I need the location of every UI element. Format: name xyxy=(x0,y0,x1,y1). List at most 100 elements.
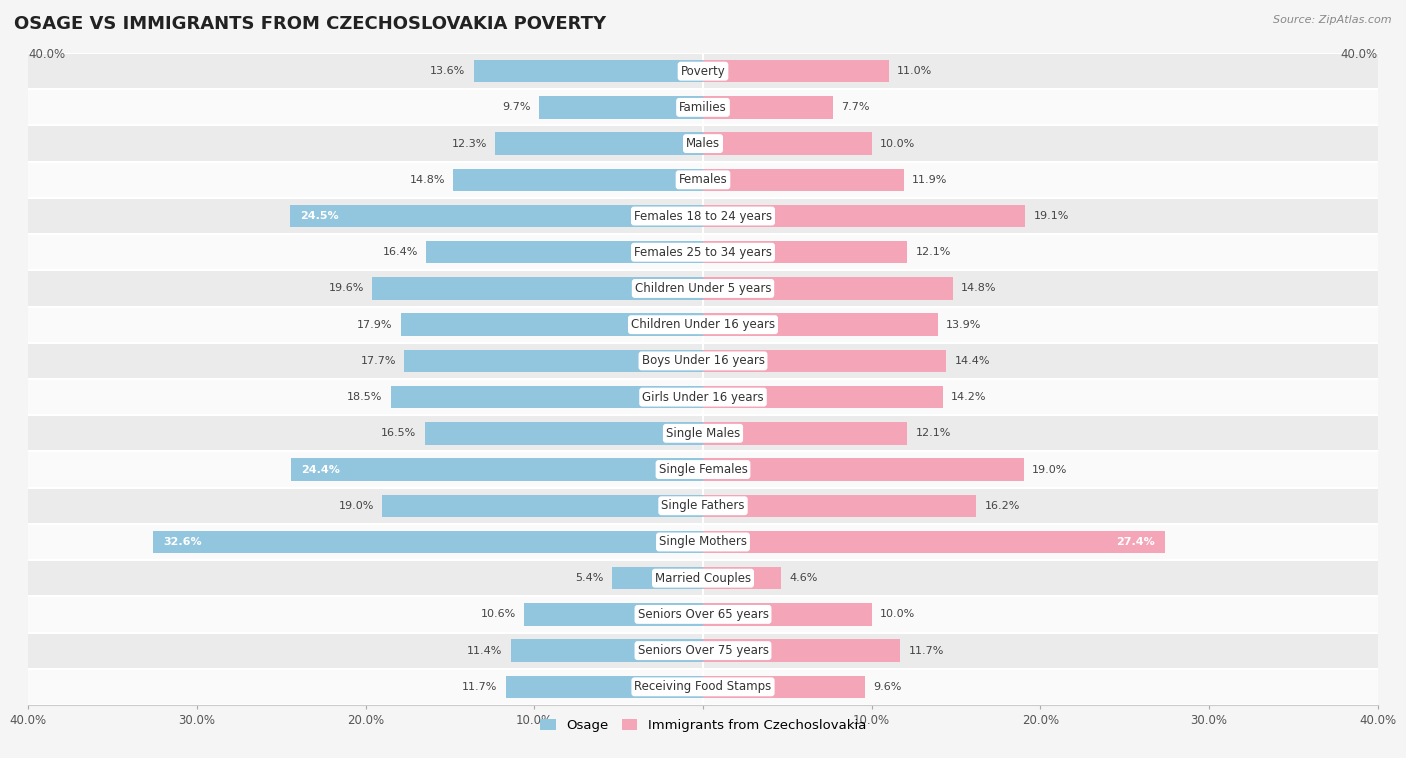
Text: OSAGE VS IMMIGRANTS FROM CZECHOSLOVAKIA POVERTY: OSAGE VS IMMIGRANTS FROM CZECHOSLOVAKIA … xyxy=(14,15,606,33)
Text: 11.0%: 11.0% xyxy=(897,66,932,76)
Text: Single Mothers: Single Mothers xyxy=(659,535,747,549)
Bar xyxy=(703,314,938,336)
Bar xyxy=(391,386,703,409)
Text: 7.7%: 7.7% xyxy=(841,102,870,112)
Bar xyxy=(703,205,1025,227)
Text: Source: ZipAtlas.com: Source: ZipAtlas.com xyxy=(1274,15,1392,25)
Text: Females 25 to 34 years: Females 25 to 34 years xyxy=(634,246,772,258)
Bar xyxy=(703,60,889,83)
Text: 11.9%: 11.9% xyxy=(912,175,948,185)
Text: Married Couples: Married Couples xyxy=(655,572,751,584)
Text: Females 18 to 24 years: Females 18 to 24 years xyxy=(634,209,772,223)
Bar xyxy=(401,314,703,336)
Text: 10.6%: 10.6% xyxy=(481,609,516,619)
Bar xyxy=(28,306,1378,343)
Text: 17.7%: 17.7% xyxy=(360,356,396,366)
Text: 24.4%: 24.4% xyxy=(301,465,340,475)
Text: 19.0%: 19.0% xyxy=(339,501,374,511)
Text: 12.1%: 12.1% xyxy=(915,428,950,438)
Bar xyxy=(28,560,1378,597)
Text: 14.8%: 14.8% xyxy=(409,175,444,185)
Bar xyxy=(28,89,1378,126)
Bar xyxy=(703,459,1024,481)
Bar xyxy=(425,422,703,444)
Text: Males: Males xyxy=(686,137,720,150)
Bar xyxy=(28,161,1378,198)
Text: 9.6%: 9.6% xyxy=(873,682,901,692)
Bar xyxy=(510,640,703,662)
Text: 9.7%: 9.7% xyxy=(502,102,531,112)
Bar xyxy=(290,205,703,227)
Bar xyxy=(153,531,703,553)
Legend: Osage, Immigrants from Czechoslovakia: Osage, Immigrants from Czechoslovakia xyxy=(534,714,872,738)
Bar xyxy=(28,234,1378,271)
Bar xyxy=(28,632,1378,669)
Bar xyxy=(703,567,780,590)
Text: 14.8%: 14.8% xyxy=(962,283,997,293)
Text: 24.5%: 24.5% xyxy=(299,211,339,221)
Bar xyxy=(495,133,703,155)
Text: 19.1%: 19.1% xyxy=(1033,211,1069,221)
Bar xyxy=(703,603,872,625)
Bar xyxy=(703,531,1166,553)
Text: 10.0%: 10.0% xyxy=(880,139,915,149)
Text: Children Under 16 years: Children Under 16 years xyxy=(631,318,775,331)
Text: Poverty: Poverty xyxy=(681,64,725,77)
Text: Families: Families xyxy=(679,101,727,114)
Bar xyxy=(703,168,904,191)
Bar xyxy=(474,60,703,83)
Bar xyxy=(28,126,1378,161)
Text: 19.6%: 19.6% xyxy=(329,283,364,293)
Bar xyxy=(28,53,1378,89)
Text: 14.4%: 14.4% xyxy=(955,356,990,366)
Text: Single Fathers: Single Fathers xyxy=(661,500,745,512)
Text: 12.1%: 12.1% xyxy=(915,247,950,257)
Bar xyxy=(28,271,1378,306)
Bar xyxy=(703,96,832,118)
Bar xyxy=(703,422,907,444)
Text: 13.6%: 13.6% xyxy=(430,66,465,76)
Bar xyxy=(28,597,1378,632)
Bar xyxy=(703,349,946,372)
Bar xyxy=(28,452,1378,487)
Bar xyxy=(703,494,976,517)
Bar xyxy=(426,241,703,264)
Bar xyxy=(703,133,872,155)
Text: Females: Females xyxy=(679,174,727,186)
Bar xyxy=(28,487,1378,524)
Text: 27.4%: 27.4% xyxy=(1116,537,1156,547)
Bar xyxy=(28,524,1378,560)
Bar xyxy=(28,669,1378,705)
Text: Girls Under 16 years: Girls Under 16 years xyxy=(643,390,763,403)
Bar xyxy=(28,198,1378,234)
Text: Seniors Over 65 years: Seniors Over 65 years xyxy=(637,608,769,621)
Text: 19.0%: 19.0% xyxy=(1032,465,1067,475)
Text: 16.5%: 16.5% xyxy=(381,428,416,438)
Text: 18.5%: 18.5% xyxy=(347,392,382,402)
Bar xyxy=(703,386,942,409)
Bar xyxy=(703,277,953,299)
Text: Seniors Over 75 years: Seniors Over 75 years xyxy=(637,644,769,657)
Text: Boys Under 16 years: Boys Under 16 years xyxy=(641,355,765,368)
Text: Single Females: Single Females xyxy=(658,463,748,476)
Bar xyxy=(703,241,907,264)
Text: 11.7%: 11.7% xyxy=(461,682,498,692)
Text: 5.4%: 5.4% xyxy=(575,573,603,583)
Text: 14.2%: 14.2% xyxy=(950,392,987,402)
Bar xyxy=(373,277,703,299)
Bar xyxy=(382,494,703,517)
Bar xyxy=(28,415,1378,452)
Text: 17.9%: 17.9% xyxy=(357,320,392,330)
Text: Single Males: Single Males xyxy=(666,427,740,440)
Bar xyxy=(405,349,703,372)
Bar xyxy=(453,168,703,191)
Bar xyxy=(703,640,900,662)
Text: Receiving Food Stamps: Receiving Food Stamps xyxy=(634,681,772,694)
Bar xyxy=(612,567,703,590)
Text: 11.7%: 11.7% xyxy=(908,646,945,656)
Text: 11.4%: 11.4% xyxy=(467,646,502,656)
Text: 16.2%: 16.2% xyxy=(984,501,1021,511)
Text: Children Under 5 years: Children Under 5 years xyxy=(634,282,772,295)
Bar xyxy=(524,603,703,625)
Text: 10.0%: 10.0% xyxy=(880,609,915,619)
